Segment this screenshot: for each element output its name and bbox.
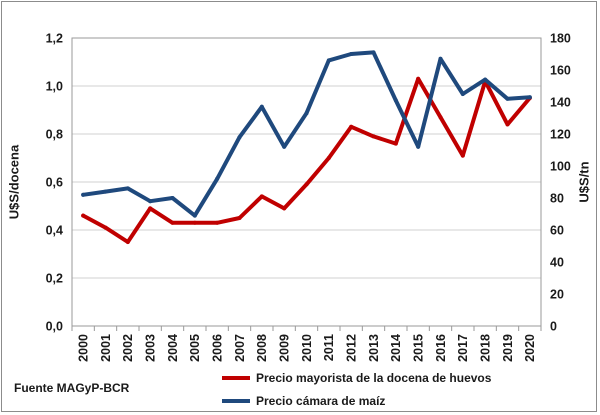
point-huevos-2009: [282, 206, 287, 211]
point-maiz-2004: [170, 196, 175, 200]
x-tick-label: 2011: [322, 334, 336, 361]
x-tick-label: 2004: [166, 334, 180, 362]
x-tick-label: 2020: [523, 334, 537, 362]
point-huevos-2007: [237, 216, 242, 220]
point-maiz-2001: [103, 189, 108, 194]
x-tick-label: 2016: [434, 334, 448, 362]
point-huevos-2010: [304, 182, 309, 187]
x-tick-label: 2003: [144, 334, 158, 362]
point-maiz-2013: [371, 50, 376, 55]
point-huevos-2003: [148, 206, 153, 211]
point-huevos-2012: [349, 124, 354, 129]
x-tick-label: 2000: [77, 334, 91, 362]
point-maiz-2005: [192, 213, 197, 218]
x-tick-label: 2015: [412, 334, 426, 362]
point-maiz-2012: [349, 52, 354, 56]
x-tick-label: 2008: [255, 334, 269, 362]
x-tick-label: 2013: [367, 334, 381, 362]
point-huevos-2001: [103, 225, 108, 230]
point-maiz-2008: [259, 104, 264, 109]
left-axis-title: U$S/docena: [7, 144, 22, 219]
point-maiz-2020: [527, 95, 532, 100]
right-tick-label: 120: [550, 128, 571, 142]
point-maiz-2019: [505, 96, 510, 101]
x-tick-label: 2018: [479, 334, 493, 362]
point-maiz-2003: [148, 199, 153, 204]
left-tick-label: 0,4: [46, 224, 63, 238]
right-tick-label: 80: [550, 192, 564, 206]
x-tick-label: 2007: [233, 334, 247, 362]
left-tick-label: 0,0: [46, 320, 63, 334]
point-maiz-2014: [393, 98, 398, 103]
x-tick-label: 2002: [121, 334, 135, 362]
right-tick-label: 40: [550, 256, 564, 270]
right-tick-label: 100: [550, 160, 571, 174]
point-huevos-2019: [505, 122, 510, 127]
series-layer: [81, 50, 532, 244]
x-tick-label: 2012: [345, 334, 359, 362]
left-tick-label: 0,2: [46, 272, 63, 286]
point-huevos-2008: [259, 194, 264, 199]
left-tick-label: 1,2: [46, 32, 63, 46]
x-tick-label: 2010: [300, 334, 314, 362]
point-maiz-2007: [237, 135, 242, 140]
x-tick-label: 2019: [501, 334, 515, 362]
point-maiz-2000: [81, 192, 86, 197]
right-tick-label: 0: [550, 320, 557, 334]
point-maiz-2015: [416, 144, 421, 149]
x-tick-label: 2006: [211, 334, 225, 362]
point-maiz-2011: [326, 58, 331, 63]
point-maiz-2006: [215, 176, 220, 181]
plot-area-border: [71, 37, 542, 327]
right-tick-label: 160: [550, 64, 571, 78]
point-huevos-2004: [170, 220, 175, 225]
left-tick-label: 0,8: [46, 128, 63, 142]
legend: Precio mayorista de la docena de huevos …: [222, 371, 492, 408]
right-tick-label: 180: [550, 32, 571, 46]
point-maiz-2002: [125, 186, 130, 191]
point-huevos-2013: [371, 134, 376, 139]
point-huevos-2006: [215, 220, 220, 225]
point-huevos-2002: [125, 240, 130, 244]
x-tick-label: 2014: [389, 334, 403, 362]
x-tick-label: 2009: [278, 334, 292, 362]
point-huevos-2016: [438, 115, 443, 120]
point-maiz-2009: [282, 144, 287, 149]
x-tick-label: 2001: [99, 334, 113, 362]
right-tick-label: 140: [550, 96, 571, 110]
legend-label-maiz: Precio cámara de maíz: [256, 394, 385, 408]
point-huevos-2011: [326, 156, 331, 160]
left-tick-label: 0,6: [46, 176, 63, 190]
point-maiz-2018: [483, 77, 488, 82]
point-huevos-2015: [416, 76, 421, 81]
point-huevos-2014: [393, 141, 398, 146]
point-huevos-2017: [460, 153, 465, 158]
point-huevos-2005: [192, 220, 197, 225]
right-axis-title: U$S/tn: [577, 161, 592, 202]
series-line-huevos: [81, 76, 532, 244]
x-tick-label: 2005: [188, 334, 202, 362]
right-tick-label: 20: [550, 288, 564, 302]
right-tick-label: 60: [550, 224, 564, 238]
left-tick-label: 1,0: [46, 80, 63, 94]
point-maiz-2010: [304, 111, 309, 116]
point-huevos-2000: [81, 213, 86, 218]
x-tick-label: 2017: [456, 334, 470, 362]
tick-layer: 0,0 0,2 0,4 0,6 0,8 1,0 1,2 0 20 40 60 80 100 120 140 1…: [46, 32, 571, 362]
source-note: Fuente MAGyP-BCR: [14, 381, 130, 395]
point-maiz-2016: [438, 56, 443, 61]
grid-layer: [72, 85, 541, 279]
legend-label-huevos: Precio mayorista de la docena de huevos: [256, 371, 492, 385]
point-maiz-2017: [460, 92, 465, 96]
